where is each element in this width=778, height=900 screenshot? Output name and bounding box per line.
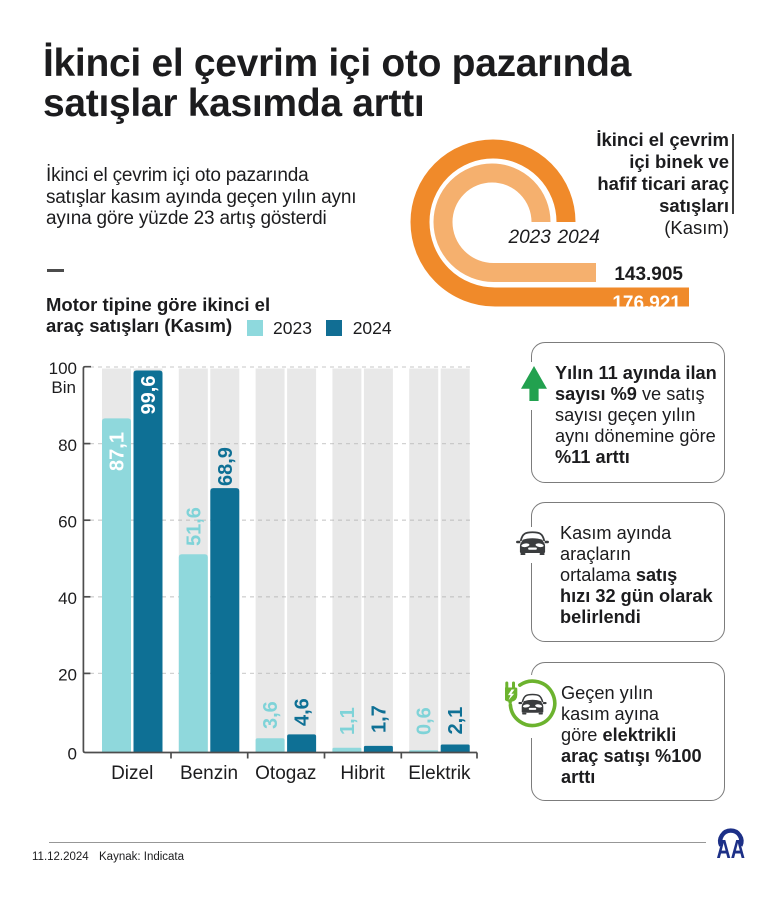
svg-text:Dizel: Dizel [111, 763, 153, 784]
svg-text:87,1: 87,1 [107, 432, 129, 471]
svg-text:1,7: 1,7 [368, 705, 390, 733]
svg-text:100: 100 [49, 359, 77, 378]
svg-text:0,6: 0,6 [414, 707, 436, 735]
svg-text:20: 20 [58, 666, 77, 685]
svg-text:Bin: Bin [51, 378, 76, 397]
svg-text:AA: AA [716, 834, 745, 859]
svg-text:3,6: 3,6 [260, 701, 282, 729]
svg-text:Benzin: Benzin [180, 763, 238, 784]
svg-text:40: 40 [58, 589, 77, 608]
svg-text:60: 60 [58, 512, 77, 531]
svg-text:51,6: 51,6 [183, 507, 205, 546]
svg-text:Otogaz: Otogaz [255, 763, 316, 784]
svg-text:99,6: 99,6 [138, 376, 160, 415]
svg-text:2,1: 2,1 [445, 707, 467, 735]
svg-text:68,9: 68,9 [215, 447, 237, 486]
svg-text:Elektrik: Elektrik [408, 763, 471, 784]
svg-text:0: 0 [68, 745, 77, 764]
svg-text:Hibrit: Hibrit [340, 763, 385, 784]
svg-text:1,1: 1,1 [337, 707, 359, 735]
svg-text:4,6: 4,6 [292, 698, 314, 726]
svg-text:80: 80 [58, 436, 77, 455]
